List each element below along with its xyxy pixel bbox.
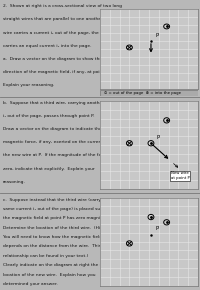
Text: P: P [157, 135, 160, 140]
Text: magnetic force, if any, exerted on the current in: magnetic force, if any, exerted on the c… [3, 140, 108, 144]
Text: P: P [156, 226, 159, 231]
Text: the magnetic field at point P has zero magnitude.: the magnetic field at point P has zero m… [3, 216, 112, 220]
Text: reasoning.: reasoning. [3, 180, 26, 184]
Text: direction of the magnetic field, if any, at point P.: direction of the magnetic field, if any,… [3, 70, 109, 74]
Text: P: P [156, 33, 159, 38]
Text: b.  Suppose that a third wire, carrying another current: b. Suppose that a third wire, carrying a… [3, 101, 121, 105]
Text: straight wires that are parallel to one another.  One m  orr: straight wires that are parallel to one … [3, 17, 130, 21]
Text: zero, indicate that explicitly.  Explain your: zero, indicate that explicitly. Explain … [3, 166, 95, 171]
Text: Explain your reasoning.: Explain your reasoning. [3, 83, 54, 87]
Text: ⊙ = out of the page  ⊗ = into the page: ⊙ = out of the page ⊗ = into the page [104, 90, 181, 95]
Text: Clearly indicate on the diagram at right the correct: Clearly indicate on the diagram at right… [3, 263, 115, 267]
Text: location of the new wire.  Explain how you: location of the new wire. Explain how yo… [3, 273, 95, 277]
Text: c.  Suppose instead that the third wire (carrying the: c. Suppose instead that the third wire (… [3, 197, 116, 202]
Text: New wire
at point P: New wire at point P [171, 171, 190, 180]
Text: i₁ out of the page, passes through point P.: i₁ out of the page, passes through point… [3, 114, 94, 118]
Text: a.  Draw a vector on the diagram to show the: a. Draw a vector on the diagram to show … [3, 57, 102, 61]
Text: determined your answer.: determined your answer. [3, 282, 58, 286]
Text: 2.  Shown at right is a cross-sectional view of two long: 2. Shown at right is a cross-sectional v… [3, 4, 122, 8]
Text: You will need to know how the magnetic field: You will need to know how the magnetic f… [3, 235, 102, 239]
Text: Draw a vector on the diagram to indicate the: Draw a vector on the diagram to indicate… [3, 127, 102, 131]
Text: relationship can be found in your text.): relationship can be found in your text.) [3, 254, 88, 258]
Text: Determine the location of the third wire.  (Hint:: Determine the location of the third wire… [3, 226, 106, 230]
Text: depends on the distance from the wire.  This: depends on the distance from the wire. T… [3, 244, 101, 249]
Text: wire carries a current i₁ out of the page, the other: wire carries a current i₁ out of the pag… [3, 30, 112, 35]
Text: the new wire at P.  If the magnitude of the force is: the new wire at P. If the magnitude of t… [3, 153, 113, 157]
Text: same current i₁ out of the page) is placed such that: same current i₁ out of the page) is plac… [3, 207, 115, 211]
Text: carries an equal current i₁ into the page.: carries an equal current i₁ into the pag… [3, 44, 91, 48]
